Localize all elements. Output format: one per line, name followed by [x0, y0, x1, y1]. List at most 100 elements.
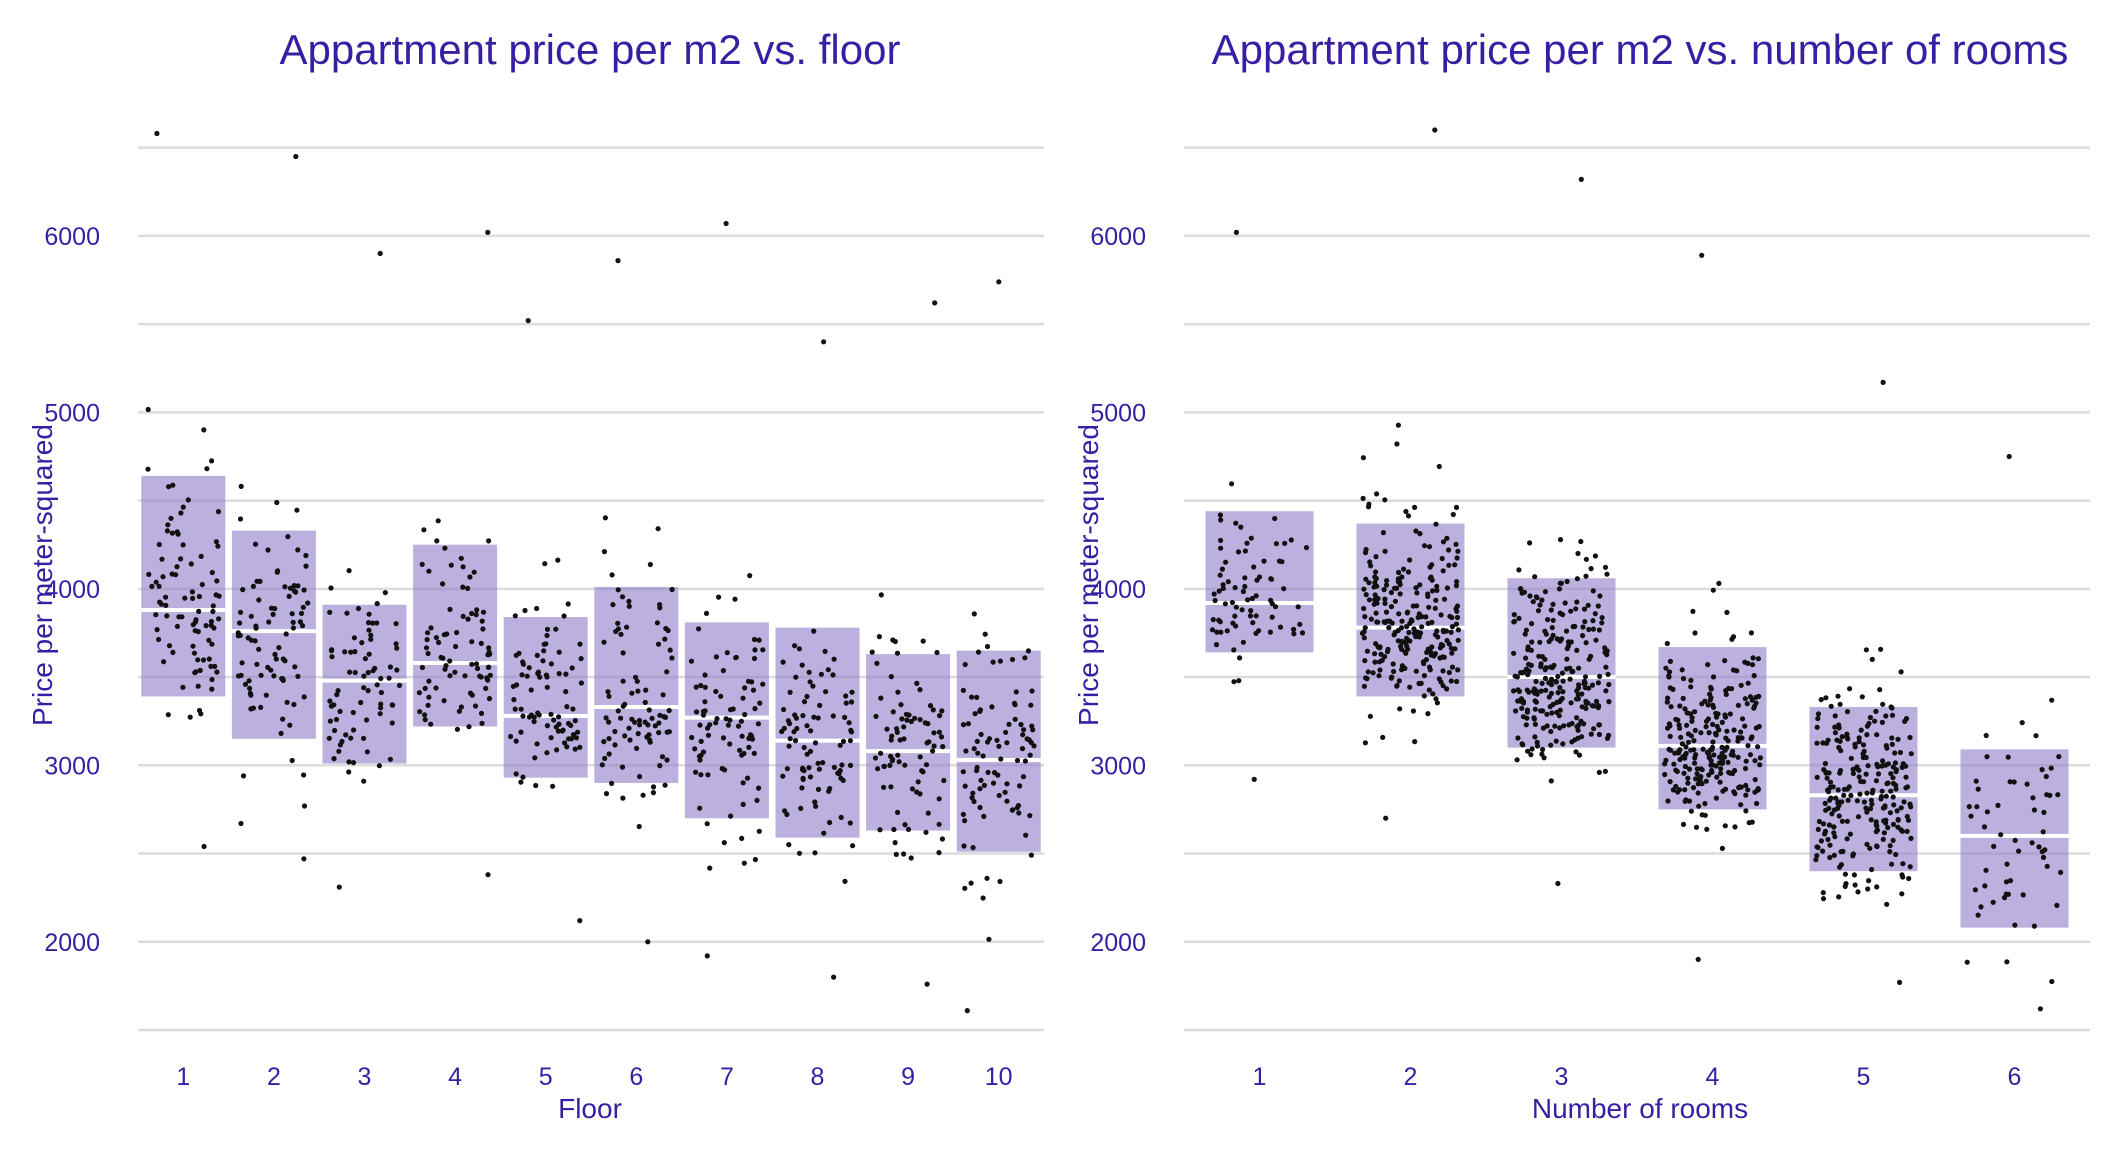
data-point [1516, 567, 1522, 573]
data-point [1889, 861, 1895, 867]
data-point [1511, 688, 1517, 694]
data-point [1533, 688, 1539, 694]
data-point [516, 650, 522, 656]
data-point [473, 612, 479, 618]
data-point [1548, 728, 1554, 735]
data-point [486, 696, 493, 702]
data-point [1868, 817, 1874, 823]
data-point [1695, 956, 1701, 963]
data-point [578, 656, 584, 662]
data-point [1242, 583, 1248, 590]
data-point [1212, 597, 1218, 604]
data-point [1899, 891, 1905, 897]
data-point [1244, 540, 1250, 546]
data-point [652, 723, 658, 729]
data-point [917, 717, 923, 723]
data-point [1684, 722, 1690, 728]
data-point [1446, 641, 1452, 647]
data-point [971, 798, 977, 805]
data-point [1908, 751, 1914, 757]
data-point [344, 610, 350, 616]
data-point [931, 730, 937, 736]
data-point [646, 732, 652, 738]
data-point [807, 679, 813, 685]
data-point [1815, 826, 1821, 833]
data-point [908, 718, 914, 725]
data-point [212, 663, 218, 670]
data-point [1725, 759, 1731, 765]
data-point [1521, 589, 1527, 595]
data-point [214, 669, 220, 675]
data-point [1291, 631, 1297, 637]
data-point [914, 789, 920, 795]
data-point [554, 747, 560, 753]
data-point [848, 699, 855, 705]
data-point [1399, 646, 1405, 652]
data-point [1429, 644, 1435, 650]
data-point [555, 557, 561, 563]
data-point [1850, 766, 1856, 773]
data-point [752, 706, 758, 712]
data-point [1528, 647, 1534, 653]
data-point [622, 733, 628, 739]
data-point [350, 760, 357, 766]
data-point [1516, 688, 1522, 695]
data-point [1376, 673, 1382, 679]
data-point [1890, 794, 1896, 800]
data-point [601, 639, 607, 645]
data-point [480, 609, 487, 615]
data-point [163, 602, 169, 609]
data-point [902, 762, 908, 768]
data-point [2039, 767, 2045, 773]
data-point [1019, 746, 1026, 752]
data-point [642, 699, 648, 706]
data-point [839, 762, 845, 768]
data-point [1575, 550, 1581, 557]
data-point [847, 738, 854, 744]
data-point [1209, 627, 1216, 633]
data-point [346, 769, 352, 775]
data-point [1533, 594, 1539, 600]
data-point [1713, 714, 1720, 720]
data-point [796, 850, 803, 856]
data-point [1735, 738, 1741, 744]
data-point [1722, 712, 1728, 718]
data-point [1708, 747, 1714, 753]
data-point [1303, 545, 1310, 551]
data-point [1668, 704, 1674, 710]
data-point [1679, 741, 1685, 747]
data-point [256, 646, 262, 652]
data-point [1023, 832, 1029, 838]
data-point [550, 783, 556, 789]
data-point [252, 541, 259, 547]
data-point [1841, 786, 1847, 792]
data-point [815, 786, 822, 793]
data-point [1720, 788, 1726, 794]
data-point [1827, 797, 1833, 803]
data-point [253, 623, 259, 629]
jitter-points [145, 130, 1037, 1014]
data-point [1879, 719, 1885, 726]
data-point [1029, 723, 1035, 729]
data-point [434, 538, 440, 544]
data-point [289, 757, 295, 764]
data-point [650, 790, 657, 796]
data-point [796, 646, 803, 652]
data-point [1568, 639, 1574, 645]
data-point [1823, 769, 1829, 776]
data-point [1453, 621, 1459, 627]
data-point [1742, 696, 1748, 702]
data-point [877, 827, 883, 833]
data-point [874, 660, 880, 667]
data-point [1543, 687, 1549, 693]
data-point [969, 795, 975, 801]
data-point [1388, 675, 1394, 681]
data-point [335, 688, 341, 694]
data-point [563, 671, 569, 677]
data-point [1590, 626, 1596, 632]
data-point [1730, 634, 1737, 640]
data-point [1694, 771, 1700, 777]
data-point [1704, 826, 1710, 832]
